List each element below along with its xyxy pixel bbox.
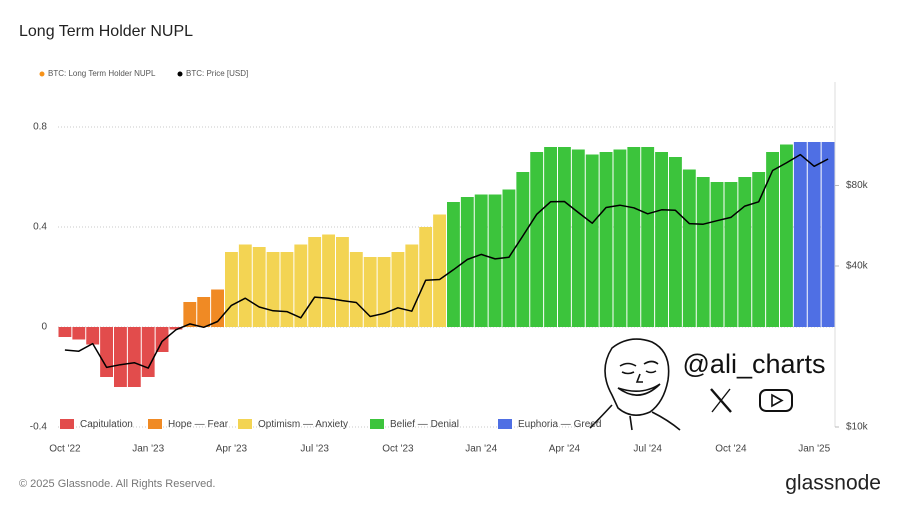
bar xyxy=(821,142,835,327)
bar xyxy=(807,142,821,327)
brand-logo: glassnode xyxy=(785,472,881,495)
bar xyxy=(155,327,169,352)
x-tick-label: Jul '24 xyxy=(633,444,662,455)
y2-tick-label: $80k xyxy=(846,180,869,191)
copyright: © 2025 Glassnode. All Rights Reserved. xyxy=(19,478,215,490)
legend-label: Euphoria — Greed xyxy=(518,419,601,430)
bar xyxy=(613,149,627,327)
bar xyxy=(197,297,211,327)
bar xyxy=(627,147,641,327)
bar xyxy=(419,227,433,327)
bar xyxy=(308,237,322,327)
bar xyxy=(585,154,599,327)
x-tick-label: Oct '22 xyxy=(49,444,81,455)
legend-dot xyxy=(39,71,45,77)
bar xyxy=(793,142,807,327)
bar xyxy=(280,252,294,327)
meme-face xyxy=(589,338,681,431)
bar xyxy=(405,244,419,327)
bar xyxy=(544,147,557,327)
bar xyxy=(752,172,766,327)
bar xyxy=(766,152,779,327)
bar xyxy=(599,152,613,327)
x-tick-label: Jan '25 xyxy=(798,444,830,455)
y2-tick-label: $40k xyxy=(846,261,869,272)
bar xyxy=(738,177,752,327)
bar xyxy=(724,182,738,327)
bar xyxy=(377,257,391,327)
x-tick-label: Oct '24 xyxy=(715,444,747,455)
legend-swatch xyxy=(498,419,512,429)
legend-swatch xyxy=(238,419,252,429)
x-tick-label: Jul '23 xyxy=(300,444,329,455)
x-tick-label: Oct '23 xyxy=(382,444,414,455)
bar xyxy=(669,157,682,327)
bar xyxy=(58,327,72,337)
bar xyxy=(710,182,724,327)
bar xyxy=(780,144,793,327)
y-tick-label: 0.4 xyxy=(33,222,47,233)
bar xyxy=(141,327,155,377)
bar xyxy=(460,197,474,327)
x-tick-label: Apr '23 xyxy=(216,444,248,455)
bar xyxy=(86,327,100,345)
bar xyxy=(114,327,127,387)
bar xyxy=(682,169,696,327)
bar xyxy=(183,302,197,327)
bar xyxy=(516,172,530,327)
bar xyxy=(238,244,252,327)
bar xyxy=(433,214,446,327)
legend-label: Optimism — Anxiety xyxy=(258,419,348,430)
legend-label: Belief — Denial xyxy=(390,419,459,430)
bar xyxy=(571,149,585,327)
bar xyxy=(336,237,349,327)
youtube-logo xyxy=(759,389,793,412)
bar xyxy=(72,327,86,340)
bar xyxy=(252,247,266,327)
bar xyxy=(294,244,308,327)
price-line xyxy=(64,153,829,369)
bar xyxy=(488,194,502,327)
x-logo xyxy=(710,388,732,413)
bar xyxy=(558,147,571,327)
bar xyxy=(696,177,710,327)
legend-swatch xyxy=(370,419,384,429)
y2-tick-label: $10k xyxy=(846,422,869,433)
legend-dot xyxy=(177,71,183,77)
bar xyxy=(349,252,363,327)
bar xyxy=(225,252,238,327)
bar xyxy=(169,327,183,330)
bar xyxy=(363,257,377,327)
legend-label: Hope — Fear xyxy=(168,419,229,430)
bar xyxy=(447,202,460,327)
legend-swatch xyxy=(60,419,74,429)
bar xyxy=(322,234,335,327)
y-tick-label: 0.8 xyxy=(33,122,47,133)
y-tick-label: 0 xyxy=(41,322,47,333)
bar xyxy=(474,194,488,327)
bar xyxy=(530,152,544,327)
watermark-handle: @ali_charts xyxy=(683,349,826,379)
bar xyxy=(502,189,516,327)
bar xyxy=(100,327,113,377)
plot-area: -0.4 0 0.4 0.8 $10k $40k $80k Oct '22 Jan '23 Apr… xyxy=(30,69,869,455)
bar xyxy=(127,327,141,387)
bar xyxy=(266,252,280,327)
legend-label: BTC: Long Term Holder NUPL xyxy=(48,69,156,78)
bar xyxy=(641,147,655,327)
chart-title: Long Term Holder NUPL xyxy=(19,23,193,40)
legend-label: Capitulation xyxy=(80,419,133,430)
x-tick-label: Jan '24 xyxy=(465,444,497,455)
x-tick-label: Apr '24 xyxy=(549,444,581,455)
legend-swatch xyxy=(148,419,162,429)
bar xyxy=(391,252,405,327)
bar xyxy=(655,152,668,327)
x-tick-label: Jan '23 xyxy=(132,444,164,455)
legend-label: BTC: Price [USD] xyxy=(186,69,248,78)
watermark: @ali_charts xyxy=(583,334,834,431)
y-tick-label: -0.4 xyxy=(30,422,48,433)
watermark-box xyxy=(583,334,834,430)
